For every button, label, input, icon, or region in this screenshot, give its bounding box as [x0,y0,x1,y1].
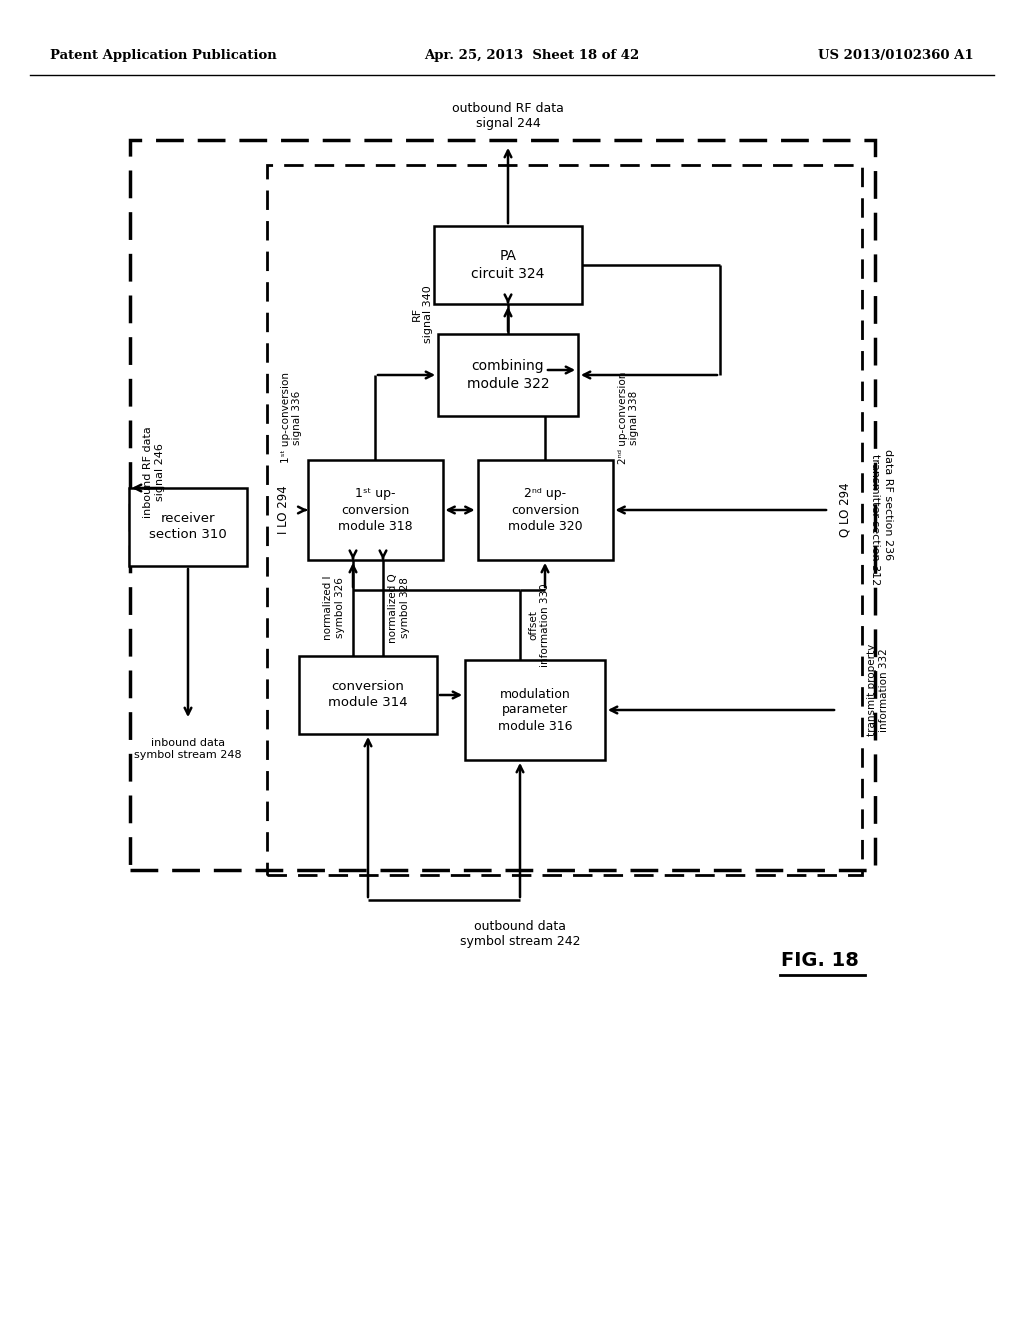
Bar [434,226,582,304]
Text: transmitter section 312: transmitter section 312 [870,454,880,586]
Bar [477,459,612,560]
Text: Apr. 25, 2013  Sheet 18 of 42: Apr. 25, 2013 Sheet 18 of 42 [424,49,640,62]
Text: receiver
section 310: receiver section 310 [150,512,227,541]
Text: inbound data
symbol stream 248: inbound data symbol stream 248 [134,738,242,759]
Text: offset
information 330: offset information 330 [528,583,550,667]
Text: data RF section 236: data RF section 236 [883,449,893,561]
Text: outbound RF data
signal 244: outbound RF data signal 244 [452,102,564,129]
Text: modulation
parameter
module 316: modulation parameter module 316 [498,688,572,733]
Text: I LO 294: I LO 294 [278,486,290,535]
Text: conversion
module 314: conversion module 314 [328,681,408,710]
Text: PA
circuit 324: PA circuit 324 [471,249,545,281]
Bar [438,334,578,416]
Bar [267,165,862,875]
Text: inbound RF data
signal 246: inbound RF data signal 246 [143,426,165,517]
Text: 1ˢᵗ up-
conversion
module 318: 1ˢᵗ up- conversion module 318 [338,487,413,532]
Text: Patent Application Publication: Patent Application Publication [50,49,276,62]
Text: normalized Q
symbol 328: normalized Q symbol 328 [388,573,410,643]
Bar [129,488,247,566]
Bar [465,660,605,760]
Text: transmit property
information 332: transmit property information 332 [867,644,889,737]
Text: outbound data
symbol stream 242: outbound data symbol stream 242 [460,920,581,948]
Bar [130,140,874,870]
Text: combining
module 322: combining module 322 [467,359,549,391]
Text: 2ⁿᵈ up-
conversion
module 320: 2ⁿᵈ up- conversion module 320 [508,487,583,532]
Text: RF
signal 340: RF signal 340 [412,285,433,343]
Text: US 2013/0102360 A1: US 2013/0102360 A1 [818,49,974,62]
Bar [299,656,437,734]
Text: 2ⁿᵈ up-conversion
signal 338: 2ⁿᵈ up-conversion signal 338 [617,371,639,463]
Text: FIG. 18: FIG. 18 [781,950,859,969]
Text: normalized I
symbol 326: normalized I symbol 326 [324,576,345,640]
Text: Q LO 294: Q LO 294 [839,483,852,537]
Text: 1ˢᵗ up-conversion
signal 336: 1ˢᵗ up-conversion signal 336 [281,372,302,463]
Bar [307,459,442,560]
